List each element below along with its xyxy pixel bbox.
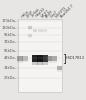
- Text: 34kDa-: 34kDa-: [4, 66, 17, 70]
- Text: MCF7: MCF7: [40, 8, 50, 18]
- Text: HeLa: HeLa: [20, 9, 30, 18]
- Text: 55kDa-: 55kDa-: [4, 49, 17, 53]
- Bar: [32, 55, 38, 62]
- Bar: [22, 61, 28, 62]
- Bar: [38, 32, 42, 33]
- Bar: [33, 32, 37, 33]
- Bar: [17, 61, 23, 63]
- Text: HepG2: HepG2: [35, 7, 47, 18]
- Bar: [18, 19, 62, 92]
- Text: 26kDa-: 26kDa-: [4, 76, 17, 80]
- Bar: [42, 55, 48, 62]
- Text: 72kDa-: 72kDa-: [4, 40, 17, 44]
- Text: Jurkat: Jurkat: [30, 8, 41, 18]
- Bar: [32, 62, 38, 65]
- Bar: [42, 29, 47, 32]
- Text: NIH/3T3: NIH/3T3: [55, 5, 68, 18]
- Bar: [57, 70, 62, 72]
- Text: 43kDa-: 43kDa-: [4, 56, 17, 60]
- Bar: [28, 37, 32, 38]
- Bar: [28, 34, 32, 37]
- Bar: [47, 56, 52, 61]
- Text: Raw264.7: Raw264.7: [60, 3, 75, 18]
- Bar: [17, 56, 23, 61]
- Bar: [52, 61, 57, 63]
- Bar: [42, 32, 47, 33]
- Text: A549: A549: [45, 9, 55, 18]
- Text: 170kDa-: 170kDa-: [1, 19, 17, 23]
- Bar: [28, 29, 32, 30]
- Text: Cos7: Cos7: [50, 9, 59, 18]
- Bar: [52, 56, 57, 61]
- Text: 95kDa-: 95kDa-: [4, 33, 17, 37]
- Bar: [47, 61, 52, 63]
- Bar: [37, 62, 43, 65]
- Bar: [28, 26, 32, 29]
- Bar: [42, 62, 48, 65]
- Text: HSD17B13: HSD17B13: [66, 56, 85, 60]
- Bar: [37, 55, 43, 62]
- Text: 293T: 293T: [25, 9, 35, 18]
- Bar: [22, 56, 28, 61]
- Bar: [57, 66, 62, 70]
- Bar: [33, 29, 37, 32]
- Text: 130kDa-: 130kDa-: [1, 26, 17, 30]
- Bar: [38, 29, 42, 32]
